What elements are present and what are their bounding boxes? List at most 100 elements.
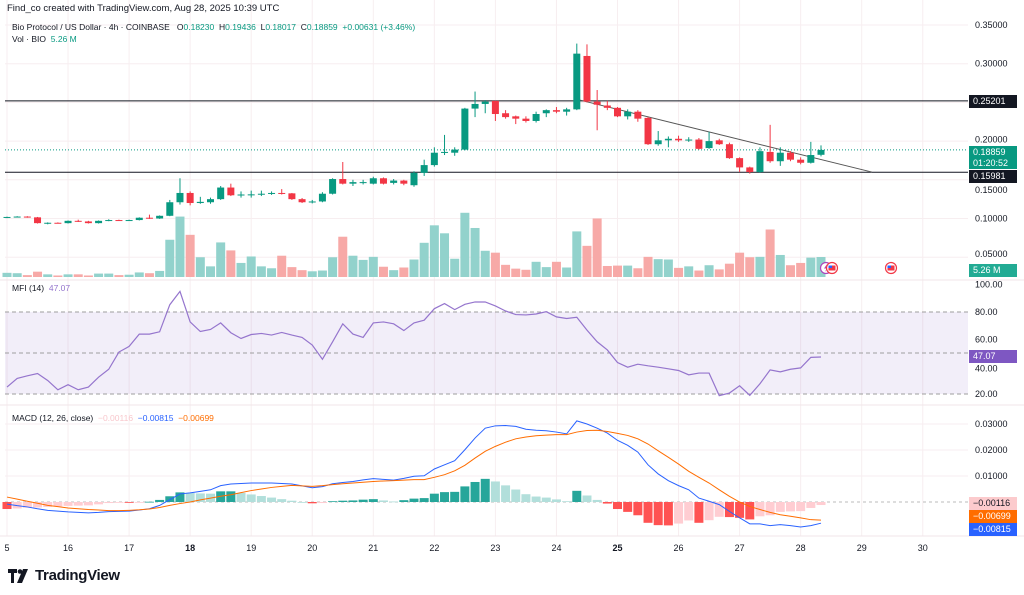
candle — [54, 222, 62, 224]
candle — [512, 115, 520, 125]
macd-histogram-bar — [806, 502, 816, 508]
macd-histogram-bar — [63, 502, 73, 506]
macd-histogram-bar — [490, 481, 500, 502]
macd-axis-label: 0.03000 — [975, 419, 1008, 429]
candle — [807, 141, 815, 164]
candle-body — [746, 167, 754, 173]
candle — [95, 220, 103, 224]
flag-canton — [887, 265, 891, 268]
mfi-legend: MFI (14) 47.07 — [12, 283, 70, 293]
candle-body — [125, 220, 133, 222]
us-flag-icon[interactable] — [884, 261, 898, 275]
candle-body — [369, 178, 377, 184]
macd-histogram-bar — [155, 499, 165, 502]
macd-histogram-bar — [94, 502, 104, 505]
macd-histogram-bar — [368, 499, 378, 502]
volume-bar — [328, 257, 338, 277]
candle — [654, 131, 662, 146]
candle-body — [379, 178, 387, 184]
volume-bar — [2, 272, 12, 277]
candle-body — [237, 194, 245, 196]
high-value: 0.19436 — [225, 22, 256, 32]
macd-label[interactable]: MACD (12, 26, close) — [12, 413, 94, 423]
volume-bar — [348, 255, 358, 277]
axes: 0.35000 0.30000 0.20000 0.15000 0.10000 0.050… — [4, 20, 1007, 553]
candle-body — [583, 55, 591, 102]
candle — [3, 216, 11, 219]
candle-body — [278, 192, 286, 194]
time-axis-label: 18 — [185, 543, 195, 553]
time-axis-label: 28 — [796, 543, 806, 553]
volume-bar — [602, 265, 612, 277]
low-label: L — [260, 22, 266, 32]
volume-bar — [714, 269, 724, 277]
macd-histogram-bar — [287, 500, 297, 502]
volume-bar — [480, 250, 490, 277]
time-axis-label: 19 — [246, 543, 256, 553]
tradingview-logo[interactable]: TradingView — [8, 567, 120, 584]
volume-bar — [501, 264, 511, 277]
macd-histogram-bar — [653, 502, 663, 526]
candle — [288, 192, 296, 200]
candle — [471, 91, 479, 118]
candle-body — [573, 53, 581, 110]
candle — [552, 107, 560, 114]
macd-axis-label: 0.02000 — [975, 445, 1008, 455]
volume-label[interactable]: Vol · BIO — [12, 34, 47, 44]
candle — [441, 134, 449, 156]
candle — [176, 178, 184, 205]
candle-body — [135, 217, 143, 221]
volume-bar — [643, 256, 653, 277]
macd-histogram-bar — [195, 493, 205, 502]
macd-histogram-bar — [277, 499, 287, 502]
symbol-name[interactable]: Bio Protocol / US Dollar · 4h · COINBASE — [12, 22, 170, 32]
volume-bar — [63, 274, 73, 277]
candle — [64, 220, 72, 224]
candle-body — [563, 109, 571, 112]
volume-bar — [104, 273, 114, 277]
candle — [339, 161, 347, 185]
volume-bar — [297, 270, 307, 277]
macd-histogram-bar — [429, 493, 439, 502]
macd-histogram-bar — [53, 502, 63, 507]
macd-histogram-bar — [236, 492, 246, 502]
candle — [634, 110, 642, 122]
time-axis-label: 23 — [490, 543, 500, 553]
candle — [797, 157, 805, 165]
candle-body — [552, 110, 560, 112]
macd-signal-value: −0.00699 — [178, 413, 214, 423]
candle-body — [329, 179, 337, 194]
macd-histogram-bar — [633, 502, 643, 516]
volume-bar — [470, 227, 480, 277]
candle — [115, 219, 123, 222]
candle — [736, 157, 744, 173]
volume-bar — [134, 272, 144, 277]
close-value: 0.18859 — [306, 22, 338, 32]
candle-body — [349, 182, 357, 184]
candle-body — [400, 180, 408, 184]
candle-body — [522, 118, 530, 121]
candle — [786, 151, 794, 162]
candle — [268, 191, 276, 195]
candle-body — [186, 192, 194, 204]
candle — [614, 107, 621, 118]
macd-histogram-bar — [694, 502, 704, 523]
candle — [207, 197, 214, 204]
macd-histogram-bar — [541, 497, 551, 502]
volume-bar — [175, 216, 185, 277]
candle — [705, 131, 713, 149]
candle — [308, 199, 316, 204]
macd-histogram-bar — [114, 502, 124, 503]
candle — [624, 109, 632, 120]
last-price: 0.18859 — [973, 147, 1006, 157]
mfi-label[interactable]: MFI (14) — [12, 283, 45, 293]
macd-histogram-bar — [470, 481, 480, 502]
candle — [776, 147, 784, 166]
volume-bar — [694, 270, 704, 277]
volume-bar — [490, 252, 500, 277]
macd-line-badge: −0.00815 — [969, 523, 1017, 536]
symbol-legend: Bio Protocol / US Dollar · 4h · COINBASE… — [12, 22, 415, 32]
candle — [298, 197, 306, 204]
us-flag-icon[interactable] — [825, 261, 839, 275]
